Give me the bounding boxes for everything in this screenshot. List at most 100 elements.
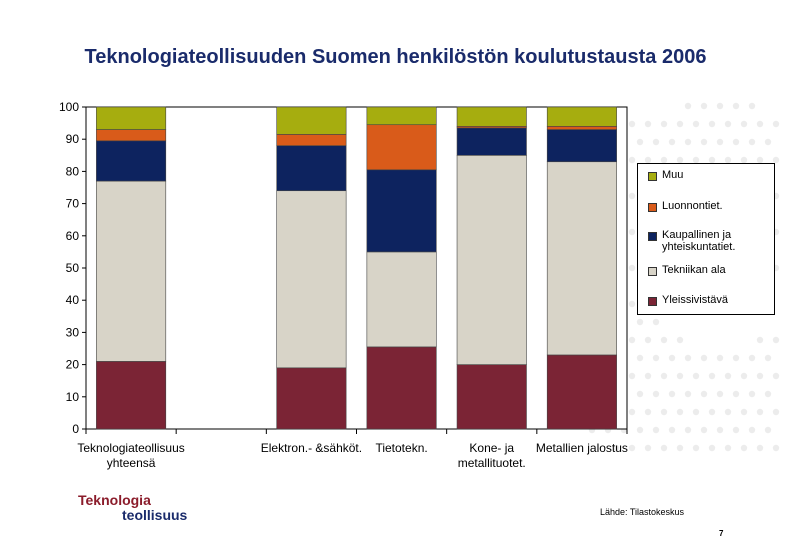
background-dot	[692, 372, 700, 380]
background-dot	[628, 192, 636, 200]
background-dot	[644, 336, 652, 344]
background-dot	[668, 426, 676, 434]
bar-segment	[456, 364, 527, 430]
background-dot	[732, 354, 740, 362]
background-dot	[668, 138, 676, 146]
bar-segment	[546, 126, 617, 130]
y-tick-label: 70	[66, 197, 80, 211]
legend-swatch	[648, 203, 657, 212]
background-dot	[660, 408, 668, 416]
background-dot	[708, 372, 716, 380]
background-dot	[644, 372, 652, 380]
background-dot	[764, 426, 772, 434]
background-dot	[700, 354, 708, 362]
y-tick-label: 30	[66, 325, 80, 339]
background-dot	[628, 336, 636, 344]
background-dot	[628, 228, 636, 236]
background-dot	[708, 156, 716, 164]
background-dot	[660, 156, 668, 164]
background-dot	[700, 390, 708, 398]
legend-item: Luonnontiet.	[648, 200, 772, 212]
background-dot	[676, 120, 684, 128]
background-dot	[732, 102, 740, 110]
bar-segment	[276, 106, 347, 135]
background-dot	[740, 156, 748, 164]
legend-label: Tekniikan ala	[662, 264, 726, 276]
background-dot	[708, 408, 716, 416]
bar-segment	[96, 106, 167, 130]
bar-segment	[276, 367, 347, 430]
background-dot	[732, 138, 740, 146]
background-dot	[772, 156, 780, 164]
bar-segment	[456, 155, 527, 365]
y-tick-label: 0	[72, 422, 79, 436]
chart-legend: Muu Luonnontiet. Kaupallinen ja yhteiskunta…	[637, 163, 775, 315]
background-dot	[636, 426, 644, 434]
background-dot	[636, 318, 644, 326]
background-dot	[772, 408, 780, 416]
legend-swatch	[648, 172, 657, 181]
bar-segment	[366, 106, 437, 126]
background-dot	[652, 318, 660, 326]
background-dot	[644, 156, 652, 164]
logo-line-1: Teknologia	[78, 492, 151, 508]
bar-segment	[96, 129, 167, 142]
bar-segment	[96, 180, 167, 362]
background-dot	[724, 408, 732, 416]
background-dot	[716, 138, 724, 146]
background-dot	[764, 354, 772, 362]
bar-segment	[96, 361, 167, 430]
background-dot	[716, 426, 724, 434]
background-dot	[644, 408, 652, 416]
background-dot	[716, 390, 724, 398]
background-dot	[636, 138, 644, 146]
background-dot	[724, 156, 732, 164]
bar-segment	[366, 346, 437, 430]
background-dot	[748, 390, 756, 398]
background-dot	[692, 408, 700, 416]
background-dot	[764, 390, 772, 398]
background-dot	[668, 354, 676, 362]
background-dot	[708, 120, 716, 128]
background-dot	[700, 102, 708, 110]
background-dot	[684, 354, 692, 362]
background-dot	[724, 372, 732, 380]
background-dot	[660, 372, 668, 380]
background-dot	[756, 156, 764, 164]
background-dot	[628, 120, 636, 128]
background-dot	[748, 138, 756, 146]
background-dot	[756, 120, 764, 128]
background-dot	[644, 444, 652, 452]
y-tick-label: 20	[66, 358, 80, 372]
background-dot	[732, 390, 740, 398]
y-tick-label: 10	[66, 390, 80, 404]
background-dot	[676, 336, 684, 344]
background-dot	[740, 408, 748, 416]
y-tick-label: 100	[59, 100, 79, 114]
background-dot	[740, 444, 748, 452]
background-dot	[756, 336, 764, 344]
background-dot	[708, 444, 716, 452]
background-dot	[676, 156, 684, 164]
chart-title: Teknologiateollisuuden Suomen henkilöstö…	[84, 46, 707, 68]
bar-segment	[366, 169, 437, 253]
background-dot	[692, 156, 700, 164]
background-dot	[692, 444, 700, 452]
legend-item: Yleissivistävä	[648, 294, 772, 306]
background-dot	[644, 120, 652, 128]
background-dot	[652, 354, 660, 362]
source-note: Lähde: Tilastokeskus	[600, 507, 685, 517]
bar-segment	[546, 161, 617, 356]
legend-label: Luonnontiet.	[662, 200, 723, 212]
bar-segment	[276, 134, 347, 146]
background-dot	[676, 372, 684, 380]
background-dot	[684, 390, 692, 398]
y-tick-label: 40	[66, 293, 80, 307]
background-dot	[652, 390, 660, 398]
bar-segment	[276, 190, 347, 369]
legend-swatch	[648, 267, 657, 276]
background-dot	[660, 120, 668, 128]
x-category-label: Kone- ja	[469, 441, 514, 455]
background-dot	[612, 444, 620, 452]
background-dot	[668, 390, 676, 398]
